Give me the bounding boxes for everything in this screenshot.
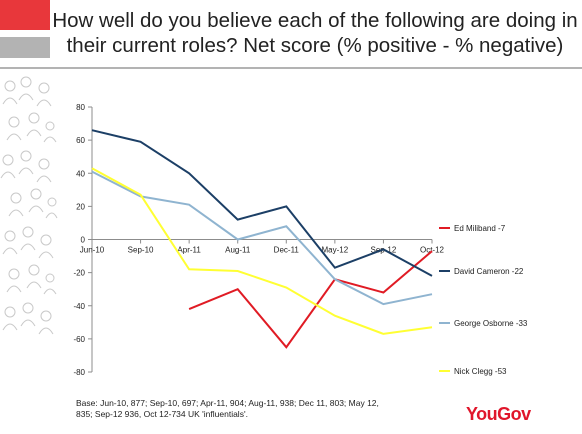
x-tick-label: Jun-10 (80, 246, 105, 255)
x-tick-label: Aug-11 (225, 246, 251, 255)
y-tick-label: 40 (76, 169, 85, 178)
y-tick-label: -40 (73, 302, 85, 311)
y-tick-label: -60 (73, 335, 85, 344)
accent-grey-block (0, 37, 50, 58)
legend-label: David Cameron -22 (454, 267, 524, 276)
legend-label: Ed Miliband -7 (454, 224, 506, 233)
y-tick-label: 0 (81, 236, 86, 245)
x-tick-label: Oct-12 (420, 246, 445, 255)
crowd-illustration-icon (0, 76, 58, 335)
series-line (91, 129, 433, 277)
x-tick-label: Dec-11 (274, 246, 300, 255)
yougov-logo: YouGov (466, 404, 531, 424)
legend-label: George Osborne -33 (454, 319, 528, 328)
y-tick-label: 80 (76, 103, 85, 112)
series-line (188, 250, 433, 349)
header-divider (0, 67, 582, 69)
slide-header: How well do you believe each of the foll… (0, 0, 582, 80)
series-line (91, 170, 433, 306)
x-tick-label: May-12 (322, 246, 349, 255)
x-tick-label: Apr-11 (177, 246, 201, 255)
legend-label: Nick Clegg -53 (454, 367, 507, 376)
y-tick-label: -20 (73, 269, 85, 278)
y-tick-label: 60 (76, 136, 85, 145)
page-title: How well do you believe each of the foll… (52, 9, 578, 57)
y-tick-label: 20 (76, 202, 85, 211)
x-tick-label: Sep-10 (128, 246, 154, 255)
base-footnote: Base: Jun-10, 877; Sep-10, 697; Apr-11, … (76, 398, 379, 419)
series-line (91, 167, 433, 335)
y-tick-label: -80 (73, 368, 85, 377)
accent-red-block (0, 0, 50, 30)
